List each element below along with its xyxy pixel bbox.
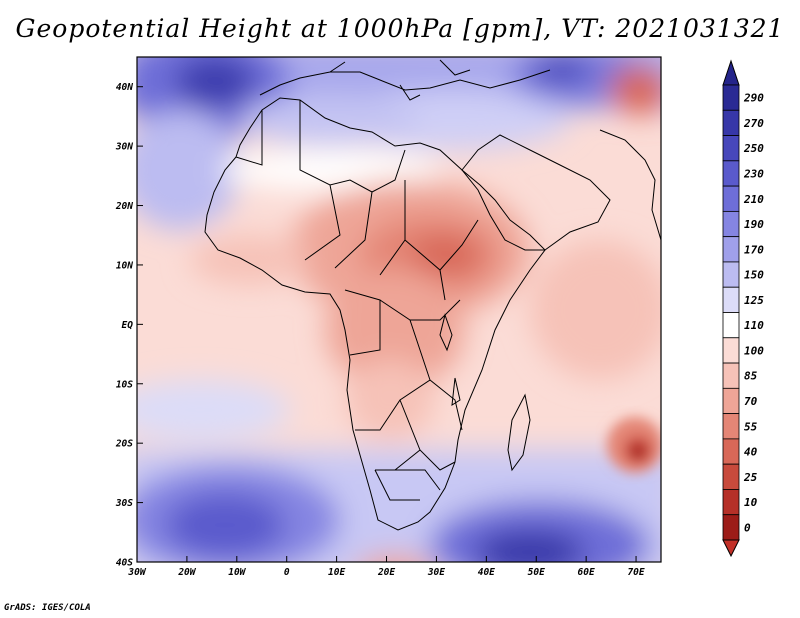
coastlines: [204, 59, 661, 531]
colorbar-swatch: [722, 109, 740, 136]
colorbar-swatch: [722, 312, 740, 339]
colorbar-label: 290: [743, 92, 764, 105]
lat-tick-label: EQ: [122, 320, 134, 331]
colorbar-label: 270: [743, 117, 764, 130]
colorbar-swatch: [722, 489, 740, 516]
europe-coastline: [259, 59, 551, 101]
colorbar-label: 210: [743, 193, 764, 206]
colorbar-label: 230: [743, 167, 764, 180]
lon-tick-label: 30W: [127, 567, 146, 578]
border-southern-africa: [374, 469, 441, 501]
colorbar-bottom-arrow: [722, 539, 740, 558]
lat-tick-label: 40N: [116, 82, 133, 93]
colorbar-label: 190: [744, 218, 764, 231]
lon-tick-label: 20W: [177, 567, 196, 578]
lon-tick-label: 20E: [377, 567, 395, 578]
colorbar-label: 25: [743, 471, 758, 484]
colorbar-label: 85: [744, 370, 758, 383]
colorbar-label: 170: [744, 243, 764, 256]
colorbar-label: 250: [743, 142, 764, 155]
latitude-axis: 40N 30N 20N 10N EQ 10S 20S 30S 40S: [115, 82, 143, 569]
colorbar-swatch: [722, 84, 740, 111]
lon-tick-label: 10W: [228, 567, 246, 578]
colorbar-label: 150: [744, 269, 764, 282]
colorbar-swatch: [722, 337, 740, 364]
colorbar-label: 0: [744, 521, 751, 534]
colorbar-label: 70: [744, 395, 758, 408]
colorbar-label: 100: [744, 344, 764, 357]
lat-tick-label: 10N: [116, 260, 133, 271]
lon-tick-label: 0: [284, 567, 290, 578]
border-north-africa: [235, 100, 479, 301]
border-central-africa: [344, 289, 463, 471]
colorbar-swatch: [722, 387, 740, 415]
chart-title: Geopotential Height at 1000hPa [gpm], VT…: [15, 14, 785, 43]
colorbar-label: 10: [744, 496, 758, 509]
colorbar: 2902702502302101901701501251101008570554…: [722, 59, 764, 558]
colorbar-swatch: [722, 210, 740, 238]
india-coastline: [599, 129, 661, 241]
lat-tick-label: 10S: [116, 379, 133, 390]
lon-tick-label: 70E: [627, 567, 644, 578]
lat-tick-label: 30S: [115, 498, 133, 509]
lat-tick-label: 20S: [115, 439, 133, 450]
colorbar-swatch: [722, 236, 740, 263]
longitude-axis: 30W 20W 10W 0 10E 20E 30E 40E 50E 60E 70E: [127, 556, 645, 578]
colorbar-swatch: [722, 135, 740, 162]
colorbar-label: 55: [744, 420, 758, 433]
height-field: [137, 57, 661, 562]
colorbar-swatch: [722, 438, 740, 465]
grads-credit: GrADS: IGES/COLA: [4, 603, 91, 613]
colorbar-swatch: [722, 185, 740, 212]
colorbar-swatch: [722, 261, 740, 288]
lat-tick-label: 20N: [115, 201, 133, 212]
arabia-coastline: [461, 134, 611, 251]
colorbar-swatch: [722, 463, 740, 490]
lon-tick-label: 10E: [328, 567, 345, 578]
colorbar-swatch: [722, 286, 740, 313]
colorbar-label: 110: [744, 319, 764, 332]
colorbar-swatch: [722, 362, 740, 389]
madagascar-coastline: [507, 393, 531, 472]
colorbar-label: 125: [744, 294, 764, 307]
colorbar-label: 40: [744, 446, 758, 459]
lat-tick-label: 30N: [115, 142, 133, 153]
lat-tick-label: 40S: [116, 558, 133, 569]
colorbar-swatch: [722, 160, 740, 187]
map-frame: [136, 56, 662, 563]
colorbar-swatch: [722, 514, 740, 541]
lon-tick-label: 50E: [528, 567, 545, 578]
lon-tick-label: 30E: [427, 567, 445, 578]
africa-coastline: [204, 97, 546, 531]
great-lakes: [439, 313, 461, 406]
lon-tick-label: 60E: [578, 567, 595, 578]
colorbar-top-arrow: [722, 59, 740, 86]
colorbar-swatch: [722, 413, 740, 440]
lon-tick-label: 40E: [478, 567, 495, 578]
